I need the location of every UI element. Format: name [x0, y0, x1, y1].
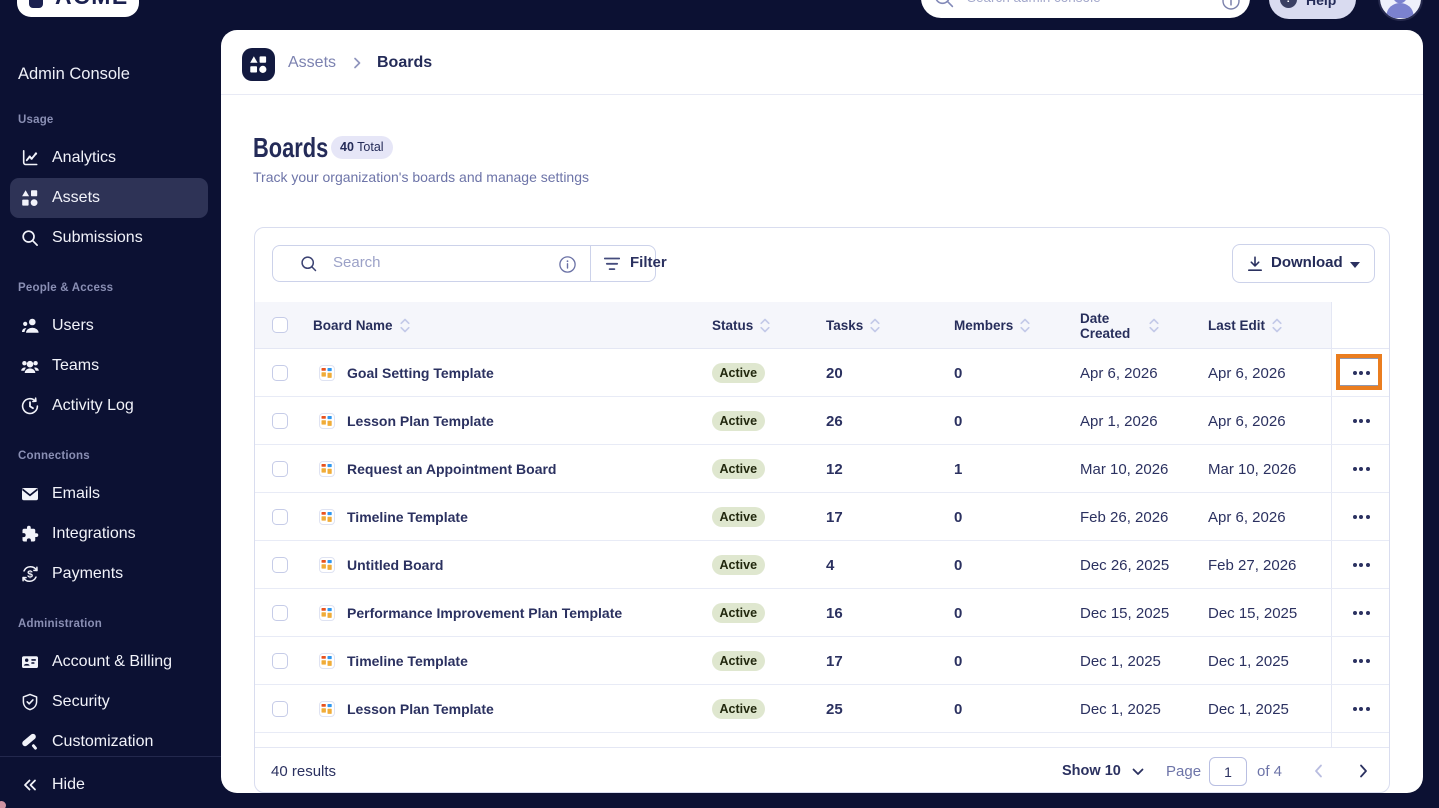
svg-text:$: $ [27, 569, 33, 581]
